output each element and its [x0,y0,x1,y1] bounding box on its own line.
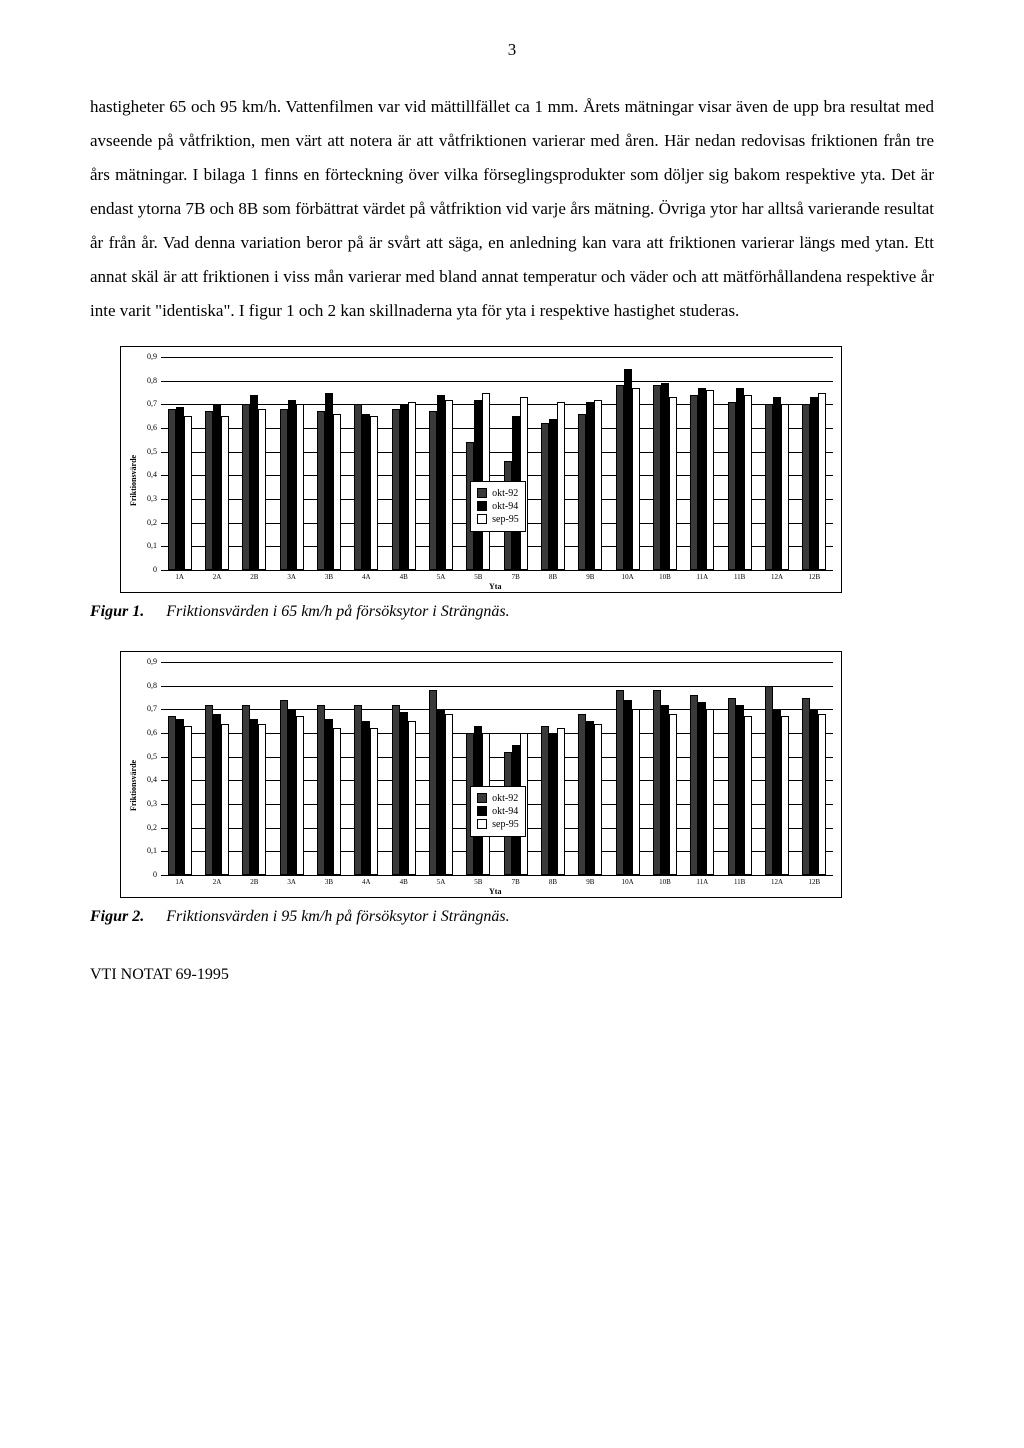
figure-2-caption-text: Friktionsvärden i 95 km/h på försöksytor… [166,908,509,925]
figure-1-caption: Figur 1. Friktionsvärden i 65 km/h på fö… [90,603,934,621]
footer-text: VTI NOTAT 69-1995 [90,966,934,984]
body-paragraph: hastigheter 65 och 95 km/h. Vattenfilmen… [90,90,934,328]
figure-2-chart: 00,10,20,30,40,50,60,70,80,9Friktionsvär… [120,651,842,898]
figure-2-label: Figur 2. [90,908,144,925]
figure-1-chart: 00,10,20,30,40,50,60,70,80,9Friktionsvär… [120,346,842,593]
page-number: 3 [90,40,934,60]
figure-2-caption: Figur 2. Friktionsvärden i 95 km/h på fö… [90,908,934,926]
figure-1-label: Figur 1. [90,603,144,620]
figure-1-container: 00,10,20,30,40,50,60,70,80,9Friktionsvär… [120,346,934,593]
figure-2-container: 00,10,20,30,40,50,60,70,80,9Friktionsvär… [120,651,934,898]
figure-1-caption-text: Friktionsvärden i 65 km/h på försöksytor… [166,603,509,620]
